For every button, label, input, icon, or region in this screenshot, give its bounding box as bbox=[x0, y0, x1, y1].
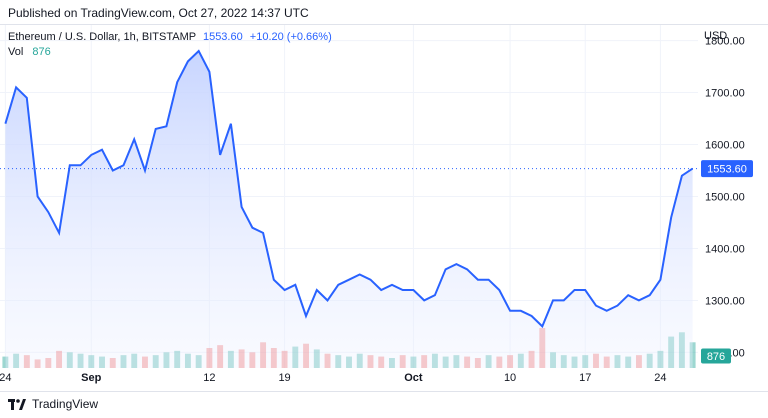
volume-badge-value: 876 bbox=[707, 351, 725, 363]
x-tick-label: Sep bbox=[81, 372, 101, 384]
published-note: Published on TradingView.com, Oct 27, 20… bbox=[8, 6, 309, 20]
y-tick-label: 1400.00 bbox=[705, 243, 745, 255]
y-tick-label: 1800.00 bbox=[705, 36, 745, 48]
x-tick-label: Oct bbox=[404, 372, 423, 384]
price-badge-value: 1553.60 bbox=[707, 164, 747, 176]
y-tick-label: 1600.00 bbox=[705, 140, 745, 152]
volume-badge: 876 bbox=[701, 348, 731, 364]
footer-brand: TradingView bbox=[32, 397, 99, 411]
legend-volume-row: Vol 876 bbox=[8, 46, 51, 58]
y-tick-label: 1300.00 bbox=[705, 295, 745, 307]
currency-label: USD bbox=[704, 30, 728, 42]
x-tick-label: 17 bbox=[579, 372, 591, 384]
price-line bbox=[4, 49, 694, 329]
volume-label: Vol bbox=[8, 46, 24, 58]
x-tick-label: 10 bbox=[504, 372, 516, 384]
x-tick-label: 19 bbox=[278, 372, 290, 384]
price-area bbox=[5, 51, 693, 368]
x-tick-label: 12 bbox=[203, 372, 215, 384]
volume-bar bbox=[689, 342, 696, 368]
y-axis: 1800.00 1700.00 1600.00 1500.00 1400.00 1300.… bbox=[705, 36, 745, 360]
footer: TradingView bbox=[8, 397, 98, 411]
symbol-name: Ethereum / U.S. Dollar, 1h, BITSTAMP bbox=[8, 31, 196, 43]
price-change: +10.20 (+0.66%) bbox=[249, 31, 332, 43]
last-price: 1553.60 bbox=[202, 31, 243, 43]
volume-bar bbox=[2, 356, 9, 368]
y-tick-label: 1700.00 bbox=[705, 88, 745, 100]
price-badge: 1553.60 bbox=[701, 160, 753, 178]
tradingview-logo-icon bbox=[8, 398, 26, 410]
x-axis: 24 Sep 12 19 Oct 10 17 24 bbox=[0, 372, 667, 384]
y-tick-label: 1500.00 bbox=[705, 192, 745, 204]
x-tick-label: 24 bbox=[0, 372, 11, 384]
legend-symbol-row: Ethereum / U.S. Dollar, 1h, BITSTAMP 155… bbox=[8, 31, 332, 43]
x-tick-label: 24 bbox=[654, 372, 666, 384]
volume-value: 876 bbox=[32, 46, 51, 58]
chart-frame[interactable] bbox=[0, 24, 768, 392]
